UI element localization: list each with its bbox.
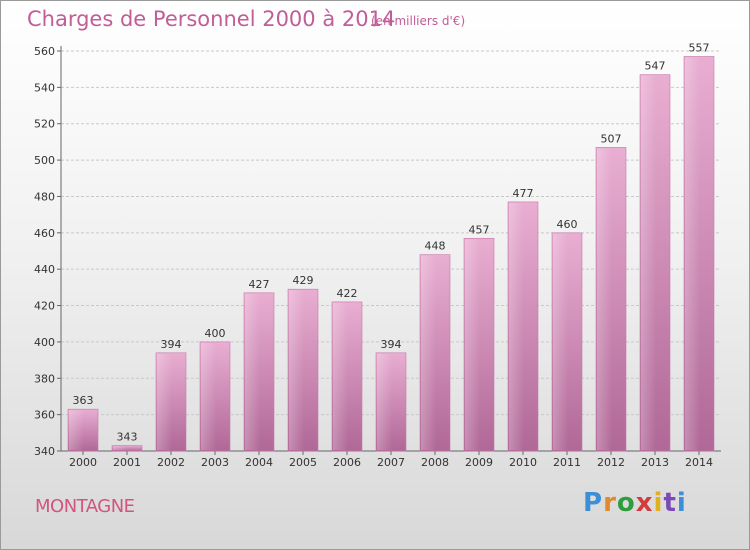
y-tick-label: 500 <box>34 154 55 167</box>
x-tick-label-2010: 2010 <box>509 456 537 469</box>
data-label-2003: 400 <box>205 327 226 340</box>
data-label-2010: 477 <box>513 187 534 200</box>
y-tick-label: 520 <box>34 118 55 131</box>
data-label-2000: 363 <box>73 394 94 407</box>
y-tick-label: 380 <box>34 372 55 385</box>
x-tick-label-2002: 2002 <box>157 456 185 469</box>
bar-highlight <box>509 202 524 450</box>
data-label-2011: 460 <box>557 218 578 231</box>
y-tick-label: 420 <box>34 300 55 313</box>
y-tick-label: 340 <box>34 445 55 458</box>
bar-highlight <box>597 148 612 450</box>
x-tick-label-2008: 2008 <box>421 456 449 469</box>
x-tick-label-2003: 2003 <box>201 456 229 469</box>
chart-subtitle: (en milliers d'€) <box>371 14 466 28</box>
bar-highlight <box>685 57 700 451</box>
data-label-2007: 394 <box>381 338 402 351</box>
x-tick-label-2011: 2011 <box>553 456 581 469</box>
data-label-2012: 507 <box>601 132 622 145</box>
data-label-2008: 448 <box>425 240 446 253</box>
bar-highlight <box>69 410 84 450</box>
x-tick-label-2012: 2012 <box>597 456 625 469</box>
bar-highlight <box>465 239 480 450</box>
data-label-2013: 547 <box>645 60 666 73</box>
y-tick-label: 480 <box>34 190 55 203</box>
y-tick-label: 560 <box>34 45 55 58</box>
label-layer: 363 343 394 400 427 429 422 394 448 457 477 460 507 5… <box>73 41 710 443</box>
bar-highlight <box>289 290 304 450</box>
x-tick-label-2009: 2009 <box>465 456 493 469</box>
y-tick-label: 440 <box>34 263 55 276</box>
bar-highlight <box>157 353 172 450</box>
data-label-2005: 429 <box>293 274 314 287</box>
bar-highlight <box>377 353 392 450</box>
data-label-2006: 422 <box>337 287 358 300</box>
x-tick-label-2000: 2000 <box>69 456 97 469</box>
data-label-2009: 457 <box>469 223 490 236</box>
data-label-2004: 427 <box>249 278 270 291</box>
chart-title: Charges de Personnel 2000 à 2014 <box>27 7 396 31</box>
y-tick-label: 400 <box>34 336 55 349</box>
data-label-2014: 557 <box>689 41 710 54</box>
data-label-2001: 343 <box>117 431 138 444</box>
x-tick-label-2007: 2007 <box>377 456 405 469</box>
bar-highlight <box>113 446 128 450</box>
x-tick-label-2013: 2013 <box>641 456 669 469</box>
proxiti-logo: Proxiti <box>583 488 687 518</box>
y-tick-label: 360 <box>34 409 55 422</box>
x-tick-label-2006: 2006 <box>333 456 361 469</box>
x-tick-label-2004: 2004 <box>245 456 273 469</box>
bar-highlight <box>421 255 436 450</box>
data-label-2002: 394 <box>161 338 182 351</box>
x-tick-label-2014: 2014 <box>685 456 713 469</box>
commune-name: MONTAGNE <box>35 496 135 517</box>
y-tick-label: 460 <box>34 227 55 240</box>
bar-highlight <box>245 293 260 450</box>
y-tick-label: 540 <box>34 81 55 94</box>
x-tick-label-2001: 2001 <box>113 456 141 469</box>
bar-layer <box>67 56 715 452</box>
bar-highlight <box>553 233 568 450</box>
x-tick-label-2005: 2005 <box>289 456 317 469</box>
bar-highlight <box>333 302 348 450</box>
bar-highlight <box>201 342 216 450</box>
bar-highlight <box>641 75 656 451</box>
